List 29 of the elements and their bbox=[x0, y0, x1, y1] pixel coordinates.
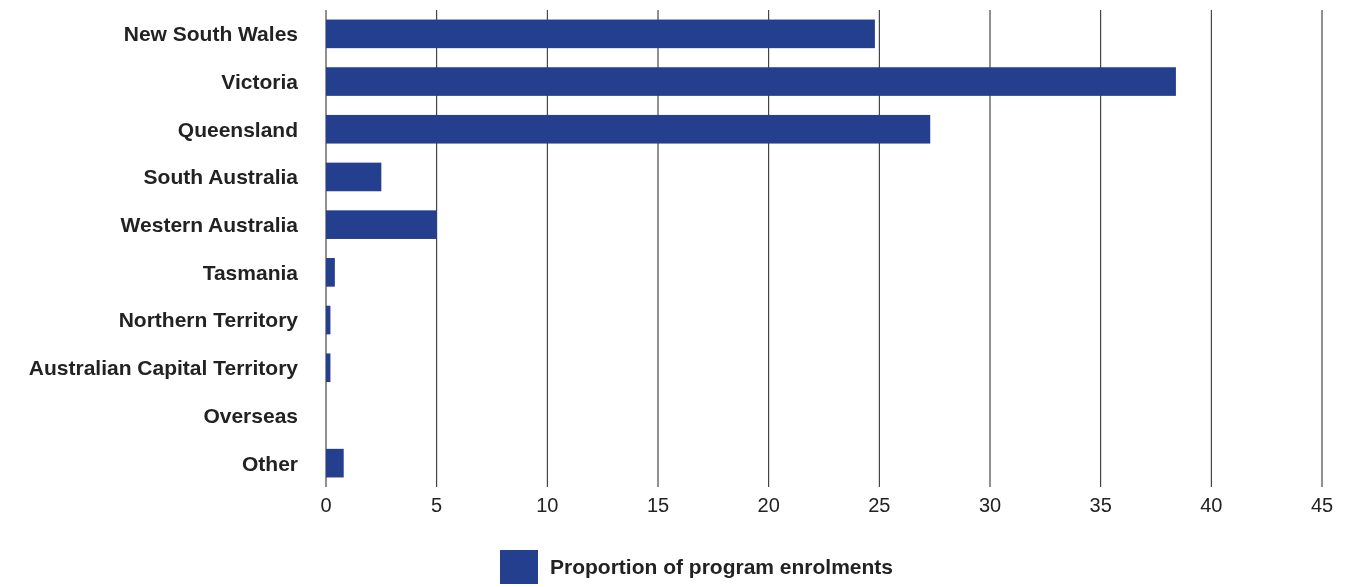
legend-label: Proportion of program enrolments bbox=[550, 555, 894, 579]
bar bbox=[326, 258, 335, 287]
y-tick-label: Australian Capital Territory bbox=[28, 356, 299, 380]
y-tick-label: Northern Territory bbox=[118, 308, 299, 332]
y-tick-label: Victoria bbox=[221, 69, 299, 93]
x-tick-label: 0 bbox=[320, 494, 332, 516]
bar bbox=[326, 448, 344, 478]
y-tick-label: Queensland bbox=[177, 117, 298, 141]
x-tick-label: 10 bbox=[536, 494, 559, 516]
bar bbox=[326, 353, 331, 383]
y-tick-label: Western Australia bbox=[120, 213, 299, 236]
y-tick-label: Overseas bbox=[203, 403, 298, 427]
bar bbox=[326, 67, 1176, 96]
y-tick-label: Other bbox=[241, 451, 298, 475]
y-tick-label: Tasmania bbox=[202, 260, 299, 284]
x-tick-label: 30 bbox=[978, 494, 1002, 516]
x-tick-label: 40 bbox=[1200, 494, 1223, 516]
bar bbox=[326, 162, 382, 192]
x-tick-label: 5 bbox=[431, 494, 443, 516]
x-tick-label: 35 bbox=[1089, 494, 1112, 516]
bar bbox=[326, 210, 437, 239]
x-tick-label: 15 bbox=[646, 494, 670, 516]
y-tick-label: New South Wales bbox=[123, 22, 298, 46]
x-tick-label: 45 bbox=[1310, 494, 1334, 516]
bar bbox=[326, 19, 875, 49]
x-tick-label: 25 bbox=[868, 494, 891, 516]
x-tick-label: 20 bbox=[757, 494, 780, 516]
y-tick-label: South Australia bbox=[143, 165, 299, 189]
bar bbox=[326, 114, 931, 144]
